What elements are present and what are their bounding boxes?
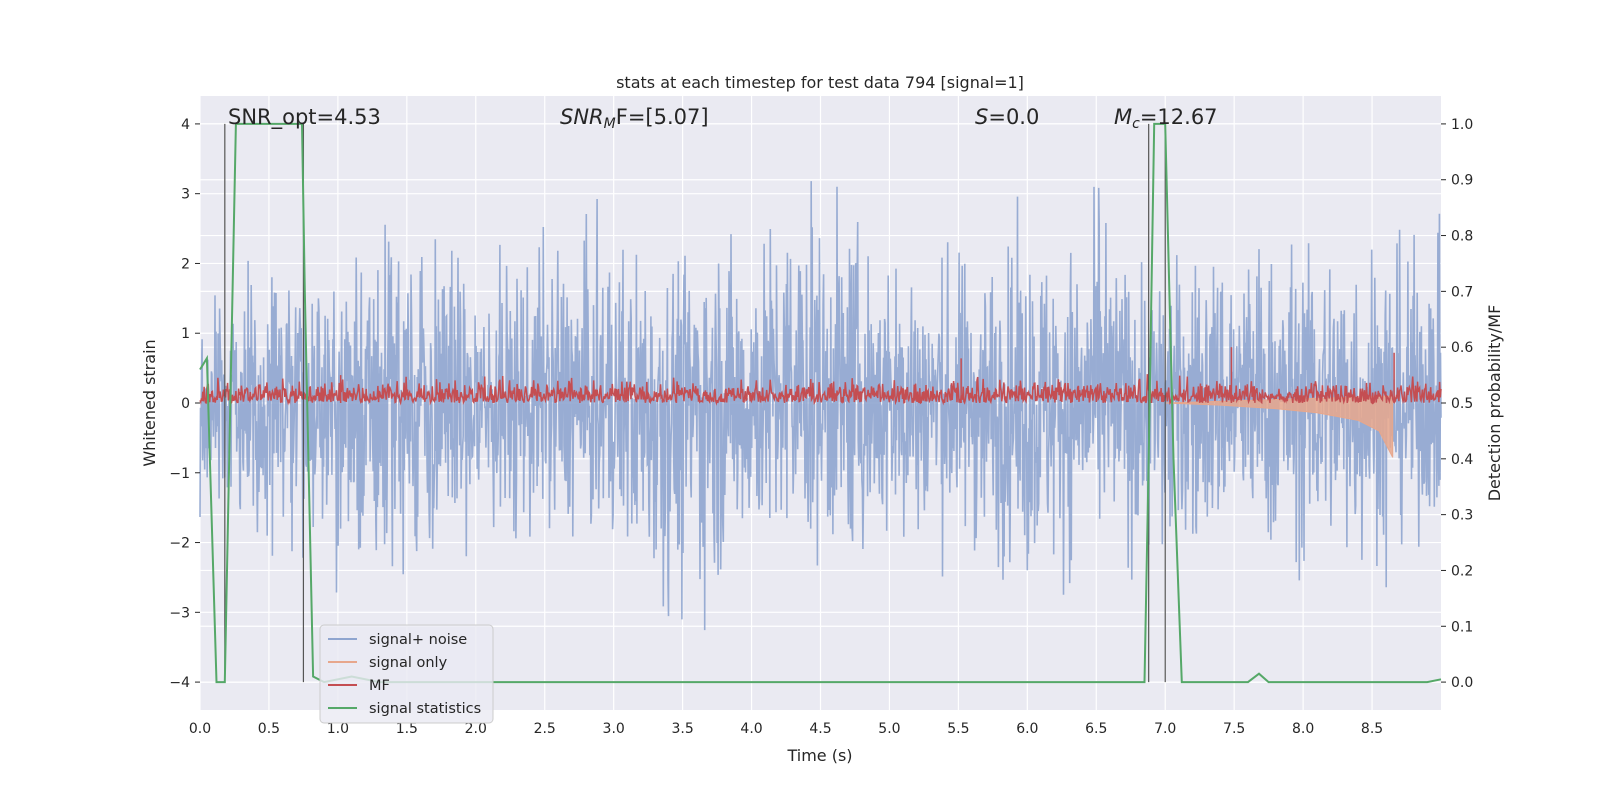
x-tick-label: 4.0 <box>740 721 762 737</box>
x-tick-label: 5.0 <box>878 721 900 737</box>
x-tick-label: 4.5 <box>809 721 831 737</box>
y-right-tick-label: 0.3 <box>1451 508 1473 524</box>
y-left-tick-label: 0 <box>181 396 190 412</box>
x-tick-label: 7.5 <box>1223 721 1245 737</box>
x-tick-label: 1.0 <box>327 721 349 737</box>
y-right-tick-label: 0.4 <box>1451 452 1473 468</box>
x-tick-label: 3.5 <box>671 721 693 737</box>
legend-label-signal-only: signal only <box>369 655 448 671</box>
mf-series <box>199 347 1442 406</box>
y-right-tick-label: 0.5 <box>1451 396 1473 412</box>
x-tick-label: 1.5 <box>396 721 418 737</box>
y-right-tick-label: 0.6 <box>1451 340 1473 356</box>
legend-label-mf: MF <box>369 678 390 694</box>
x-axis-ticks: 0.0 0.5 1.0 1.5 2.0 2.5 3.0 3.5 4.0 4.5 5.0 5.5 6.0 6… <box>189 721 1383 737</box>
y-right-tick-label: 0.0 <box>1451 675 1473 691</box>
x-tick-label: 8.0 <box>1292 721 1314 737</box>
mf-line <box>199 374 1442 406</box>
y-left-tick-label: −4 <box>169 675 190 691</box>
annotation-snr-mf: SNRMF=[5.07] <box>560 105 709 132</box>
signal-only-chirp <box>1165 395 1394 458</box>
annotation-snr-mf-sub: M <box>604 116 616 132</box>
annotation-mc: Mc=12.67 <box>1114 105 1218 132</box>
x-tick-label: 0.0 <box>189 721 211 737</box>
annotation-s-var: S <box>975 105 988 129</box>
x-tick-label: 5.5 <box>947 721 969 737</box>
x-tick-label: 7.0 <box>1154 721 1176 737</box>
legend-box <box>319 624 494 724</box>
annotation-mc-sub: c <box>1132 116 1140 132</box>
annotation-mc-var: M <box>1114 105 1132 129</box>
signal-plus-noise-series <box>199 181 1442 631</box>
annotation-mc-val: =12.67 <box>1140 105 1218 129</box>
x-tick-label: 2.0 <box>465 721 487 737</box>
x-tick-label: 2.5 <box>534 721 556 737</box>
y-right-tick-label: 0.9 <box>1451 173 1473 189</box>
x-tick-label: 3.0 <box>603 721 625 737</box>
y-right-axis-label: Detection probability/MF <box>1485 305 1504 502</box>
chart-title: stats at each timestep for test data 794… <box>616 73 1024 92</box>
annotation-snr-mf-base: SNR <box>560 105 604 129</box>
y-right-tick-label: 0.7 <box>1451 284 1473 300</box>
signal-only-series <box>1165 395 1394 458</box>
x-tick-label: 0.5 <box>258 721 280 737</box>
y-left-tick-label: 3 <box>181 187 190 203</box>
x-tick-label: 8.5 <box>1361 721 1383 737</box>
y-left-tick-label: −3 <box>169 605 190 621</box>
signal-noise-line <box>199 181 1442 631</box>
y-right-tick-label: 0.1 <box>1451 619 1473 635</box>
legend: signal+ noise signal only MF signal stat… <box>319 624 494 724</box>
y-right-axis-ticks: 1.0 0.9 0.8 0.7 0.6 0.5 0.4 0.3 0.2 0.1 0.0 <box>1441 117 1473 691</box>
annotation-snr-mf-tail: F=[5.07] <box>616 105 709 129</box>
x-tick-label: 6.5 <box>1085 721 1107 737</box>
legend-label-signal-statistics: signal statistics <box>369 701 481 717</box>
y-left-tick-label: 1 <box>181 326 190 342</box>
annotation-s-val: =0.0 <box>988 105 1039 129</box>
y-left-tick-label: −1 <box>169 466 190 482</box>
y-right-tick-label: 0.8 <box>1451 229 1473 245</box>
y-left-axis-label: Whitened strain <box>140 339 159 466</box>
x-tick-label: 6.0 <box>1016 721 1038 737</box>
annotation-s: S=0.0 <box>975 105 1039 129</box>
annotation-snr-opt: SNR_opt=4.53 <box>228 105 381 130</box>
x-axis-label: Time (s) <box>786 746 852 765</box>
y-left-tick-label: 2 <box>181 256 190 272</box>
legend-label-signal-noise: signal+ noise <box>369 632 467 648</box>
y-left-tick-label: −2 <box>169 536 190 552</box>
y-left-tick-label: 4 <box>181 117 190 133</box>
y-right-tick-label: 1.0 <box>1451 117 1473 133</box>
y-left-axis-ticks: 4 3 2 1 0 −1 −2 −3 −4 <box>169 117 200 691</box>
y-right-tick-label: 0.2 <box>1451 563 1473 579</box>
